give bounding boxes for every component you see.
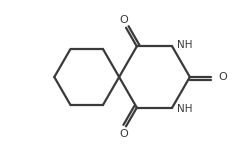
- Text: O: O: [218, 72, 227, 82]
- Text: O: O: [120, 129, 129, 139]
- Text: O: O: [120, 15, 129, 25]
- Text: NH: NH: [177, 104, 193, 114]
- Text: NH: NH: [177, 40, 193, 50]
